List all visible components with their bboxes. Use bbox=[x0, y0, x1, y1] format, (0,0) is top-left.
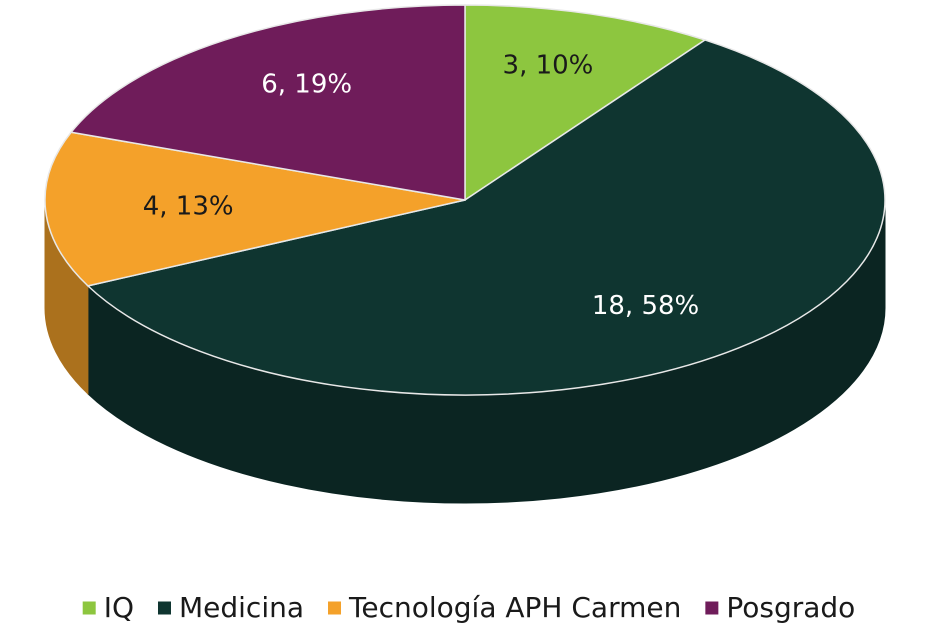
legend-swatch bbox=[705, 601, 719, 615]
slice bbox=[69, 4, 466, 201]
legend-swatch bbox=[82, 601, 96, 615]
legend: IQ Medicina Tecnología APH Carmen Posgrado bbox=[82, 591, 855, 624]
slice bbox=[86, 39, 886, 396]
legend-label: Posgrado bbox=[726, 591, 855, 624]
legend-swatch bbox=[157, 601, 171, 615]
slice-label: 18, 58% bbox=[592, 291, 699, 321]
slice bbox=[44, 131, 466, 287]
slice bbox=[464, 4, 707, 202]
legend-swatch bbox=[328, 601, 342, 615]
legend-label: IQ bbox=[104, 591, 134, 624]
slice-label: 3, 10% bbox=[503, 51, 594, 81]
legend-label: Tecnología APH Carmen bbox=[348, 591, 681, 624]
slice-label: 4, 13% bbox=[143, 192, 234, 222]
slice-label: 6, 19% bbox=[261, 69, 352, 99]
legend-label: Medicina bbox=[179, 591, 304, 624]
